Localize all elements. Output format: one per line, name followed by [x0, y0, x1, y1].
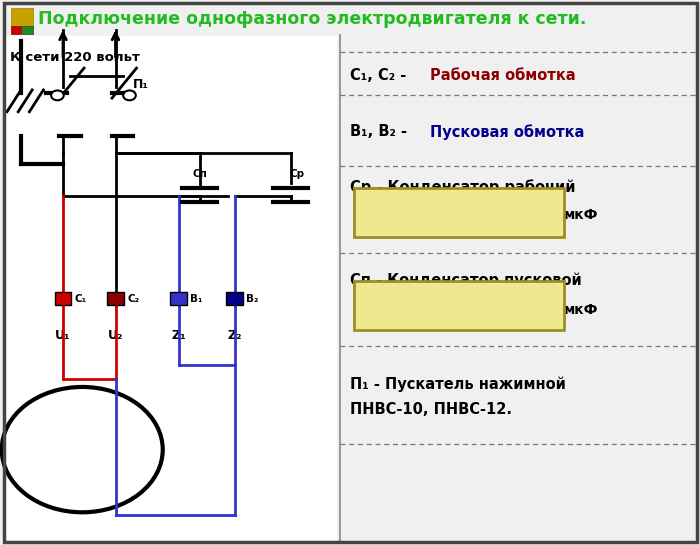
Text: С₁, С₂ -: С₁, С₂ -	[350, 68, 412, 83]
Bar	[226, 292, 243, 305]
Text: М: М	[71, 425, 93, 444]
Text: В₂: В₂	[246, 294, 259, 304]
Text: U₁: U₁	[55, 329, 71, 342]
Bar	[170, 292, 187, 305]
Circle shape	[123, 90, 136, 100]
Text: Сп: Сп	[192, 169, 207, 179]
Text: U₂: U₂	[108, 329, 123, 342]
Text: Подключение однофазного электродвигателя к сети.: Подключение однофазного электродвигателя…	[38, 10, 587, 28]
Circle shape	[1, 387, 162, 512]
Text: Сп - Конденсатор пусковой: Сп - Конденсатор пусковой	[350, 272, 582, 288]
Text: ПНВС-10, ПНВС-12.: ПНВС-10, ПНВС-12.	[350, 402, 512, 417]
Circle shape	[51, 90, 64, 100]
Text: С₂: С₂	[127, 294, 139, 304]
Text: С₁: С₁	[75, 294, 87, 304]
Text: П₁: П₁	[133, 78, 149, 91]
Bar	[107, 292, 124, 305]
Bar	[10, 26, 21, 34]
Text: Ср: Ср	[290, 169, 305, 179]
Text: Ср - Конденсатор рабочий: Ср - Конденсатор рабочий	[350, 180, 575, 195]
Bar	[4, 36, 337, 542]
Text: мкФ: мкФ	[564, 302, 598, 317]
Bar	[354, 188, 564, 237]
Bar	[10, 8, 33, 28]
Text: Пусковая обмотка: Пусковая обмотка	[430, 124, 585, 140]
Text: мкФ: мкФ	[564, 208, 598, 222]
Text: Z₁: Z₁	[172, 329, 186, 342]
Text: П₁ - Пускатель нажимной: П₁ - Пускатель нажимной	[350, 377, 566, 392]
Bar	[354, 281, 564, 330]
Text: Рабочая обмотка: Рабочая обмотка	[430, 68, 576, 83]
Text: К сети 220 вольт: К сети 220 вольт	[10, 51, 141, 64]
Bar	[4, 3, 696, 35]
Text: В₁, В₂ -: В₁, В₂ -	[350, 124, 412, 140]
Bar	[55, 292, 71, 305]
Bar	[22, 26, 33, 34]
Text: В₁: В₁	[190, 294, 203, 304]
Text: Z₂: Z₂	[228, 329, 241, 342]
Text: 1~: 1~	[69, 457, 95, 475]
